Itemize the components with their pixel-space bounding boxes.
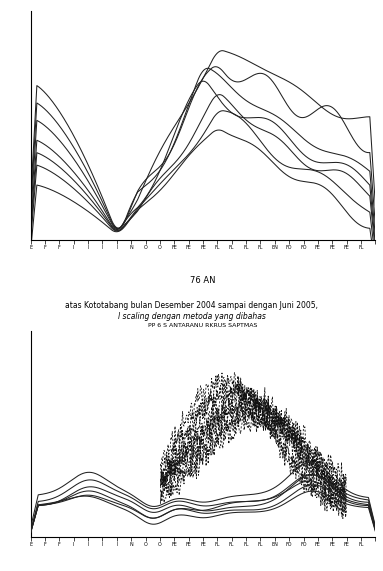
Text: atas Kototabang bulan Desember 2004 sampai dengan Juni 2005,: atas Kototabang bulan Desember 2004 samp… — [65, 301, 318, 310]
Text: l scaling dengan metoda yang dibahas: l scaling dengan metoda yang dibahas — [118, 312, 265, 321]
Title: PP 6 S ANTARANU RKRUS SAPTMAS: PP 6 S ANTARANU RKRUS SAPTMAS — [148, 323, 258, 328]
Text: 76 AN: 76 AN — [190, 276, 216, 286]
